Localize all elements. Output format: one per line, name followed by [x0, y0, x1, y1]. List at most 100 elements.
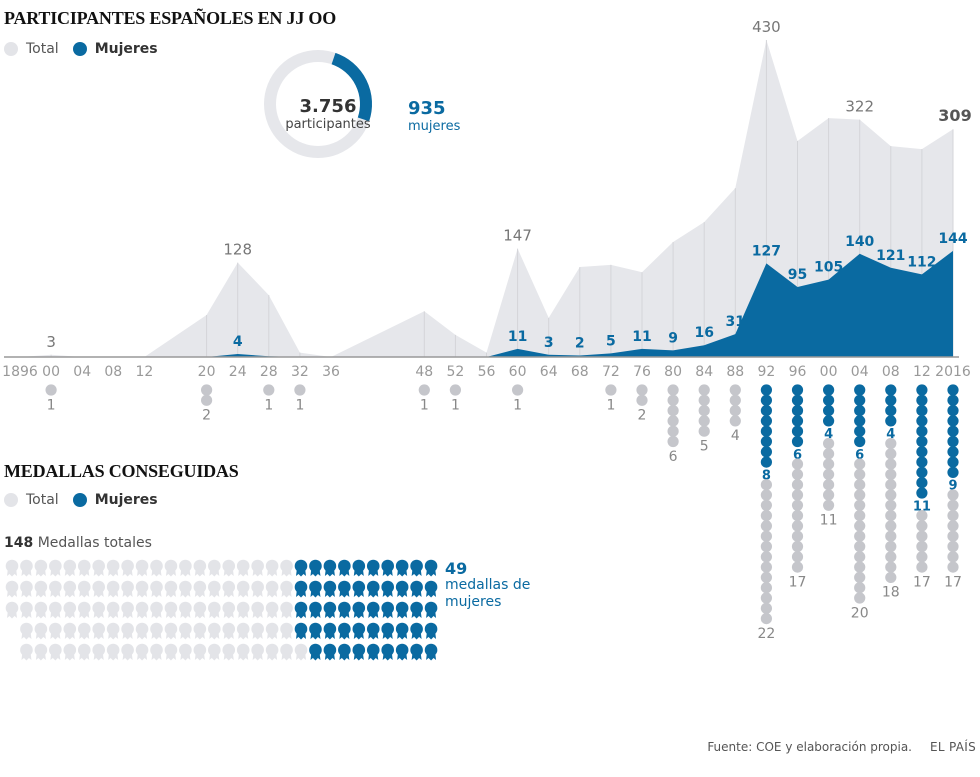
medal-disc-icon: [352, 622, 366, 636]
medal-disc-icon: [49, 601, 62, 615]
medal-total-count-label: 11: [820, 513, 838, 529]
medal-disc-icon: [280, 643, 293, 657]
medal-disc-icon: [121, 643, 134, 657]
medal-total-icon: [63, 580, 77, 598]
medal-total-icon: [135, 622, 149, 640]
women-data-label: 121: [876, 248, 905, 264]
medal-total-icon: [121, 622, 134, 640]
medal-dot-total: [729, 405, 741, 417]
medal-dot-total: [791, 561, 804, 573]
medal-total-icon: [121, 559, 134, 577]
medal-dot-women: [916, 446, 928, 458]
medal-total-icon: [77, 559, 91, 577]
medal-disc-icon: [352, 601, 366, 615]
x-tick-label: 2016: [935, 364, 971, 380]
medal-disc-icon: [265, 643, 279, 657]
women-data-label: 16: [694, 325, 713, 341]
women-data-label: 140: [845, 234, 874, 250]
medal-women-icon: [424, 601, 438, 619]
medal-women-icon: [323, 601, 337, 619]
medal-dot-total: [854, 561, 866, 573]
medal-disc-icon: [294, 601, 308, 615]
medal-disc-icon: [410, 580, 423, 594]
total-data-label: 3: [46, 333, 56, 351]
medal-disc-icon: [309, 559, 322, 573]
medal-total-count-label: 1: [513, 397, 522, 413]
medal-total-icon: [77, 643, 91, 661]
medal-dot-women: [760, 405, 773, 417]
medal-women-icon: [323, 580, 337, 598]
medal-disc-icon: [236, 580, 250, 594]
medal-dot-total: [947, 551, 959, 563]
medal-women-icon: [294, 622, 308, 640]
medal-dot-total: [760, 509, 773, 522]
women-data-label: 95: [788, 267, 807, 283]
medal-dot-women: [791, 435, 804, 448]
medal-women-icon: [395, 580, 409, 598]
medal-dot-total: [698, 405, 710, 417]
medal-disc-icon: [5, 601, 19, 615]
medal-disc-icon: [63, 601, 77, 615]
medal-dot-total: [263, 384, 275, 396]
donut-women-label: mujeres: [408, 119, 461, 134]
medal-total-icon: [265, 580, 279, 598]
medal-women-icon: [410, 559, 423, 577]
medal-dot-women: [854, 384, 866, 396]
medal-dot-total: [885, 520, 897, 532]
medal-total-icon: [251, 601, 264, 619]
medal-women-icon: [410, 580, 423, 598]
medal-total-icon: [150, 559, 163, 577]
medal-disc-icon: [236, 559, 250, 573]
participants-legend: Total Mujeres: [4, 41, 172, 57]
x-tick-label: 60: [509, 364, 527, 380]
medal-total-icon: [222, 622, 236, 640]
medal-disc-icon: [92, 601, 105, 615]
medal-dot-women: [947, 435, 959, 448]
medal-dot-total: [854, 551, 866, 563]
medal-disc-icon: [77, 622, 91, 636]
medal-disc-icon: [208, 622, 221, 636]
medal-total-count-label: 5: [700, 439, 709, 455]
medals-title: MEDALLAS CONSEGUIDAS: [4, 461, 239, 481]
medal-disc-icon: [222, 601, 236, 615]
x-tick-label: 12: [913, 364, 931, 380]
medal-disc-icon: [338, 643, 351, 657]
medal-disc-icon: [20, 622, 33, 636]
x-tick-label: 48: [415, 364, 433, 380]
donut-center-text: 3.756 participantes: [268, 96, 388, 132]
brand-logo: EL PAÍS: [929, 740, 976, 754]
legend-total-label: Total: [26, 41, 59, 57]
medal-dot-total: [667, 415, 679, 427]
medal-total-icon: [280, 601, 293, 619]
medal-disc-icon: [106, 559, 120, 573]
medal-dot-total: [791, 520, 804, 532]
medal-women-icon: [338, 559, 351, 577]
medal-dot-women: [916, 487, 928, 499]
medal-women-icon: [395, 643, 409, 661]
source-note: Fuente: COE y elaboración propia.: [707, 740, 912, 754]
medal-total-icon: [92, 601, 105, 619]
medal-dot-total: [854, 540, 866, 553]
medal-dot-women: [854, 425, 866, 437]
medal-total-icon: [49, 580, 62, 598]
medal-dot-total: [854, 509, 866, 522]
medal-dot-total: [698, 384, 710, 396]
medal-women-icon: [424, 643, 438, 661]
medal-women-count-label: 11: [913, 499, 931, 514]
medal-disc-icon: [265, 559, 279, 573]
medal-women-icon: [424, 580, 438, 598]
medal-total-count-label: 1: [606, 397, 615, 413]
medal-total-icon: [280, 622, 293, 640]
medal-dot-total: [916, 551, 928, 563]
medal-disc-icon: [135, 580, 149, 594]
medal-disc-icon: [366, 643, 380, 657]
women-data-label: 144: [938, 231, 967, 247]
medal-disc-icon: [352, 643, 366, 657]
total-data-label: 128: [223, 241, 252, 259]
medal-disc-icon: [20, 580, 33, 594]
medal-total-icon: [222, 643, 236, 661]
medal-total-icon: [135, 601, 149, 619]
medal-women-icon: [352, 622, 366, 640]
medal-total-count-label: 6: [669, 449, 678, 465]
medal-dot-women: [885, 415, 897, 427]
